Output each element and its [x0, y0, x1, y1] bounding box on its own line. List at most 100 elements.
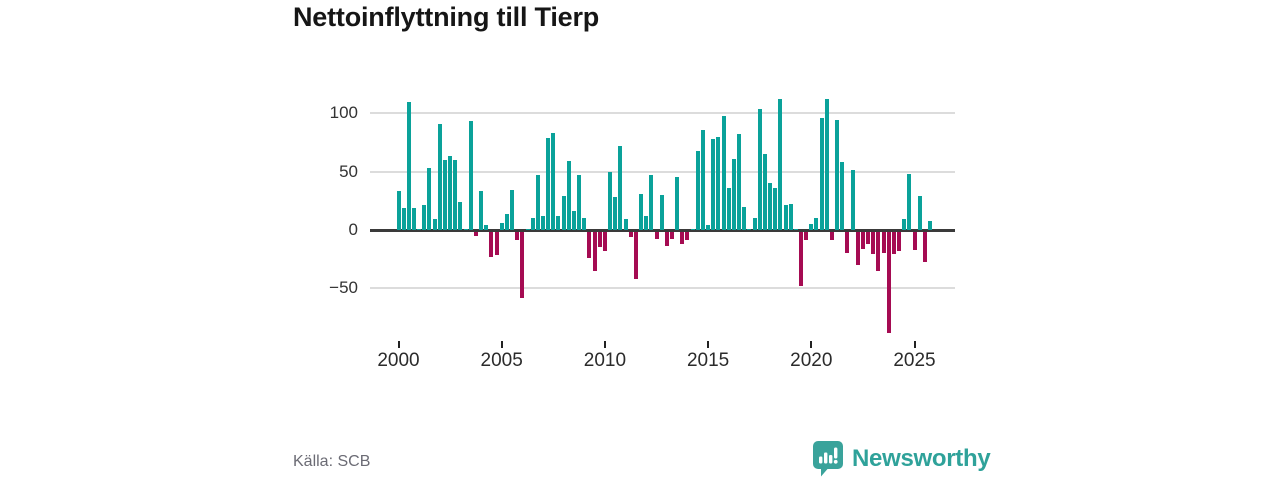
- bar: [793, 228, 798, 230]
- x-tick: [603, 341, 606, 348]
- bar: [788, 204, 793, 230]
- bar: [855, 231, 860, 266]
- bar: [582, 218, 587, 230]
- bar: [592, 231, 597, 272]
- bar: [907, 173, 912, 230]
- bar: [783, 205, 788, 230]
- bar: [881, 231, 886, 253]
- bar: [442, 159, 447, 230]
- bar: [835, 120, 840, 230]
- bar: [427, 168, 432, 230]
- gridline: [370, 112, 955, 115]
- newsworthy-logo: Newsworthy: [812, 440, 991, 477]
- bar: [716, 136, 721, 230]
- bar: [644, 215, 649, 230]
- bar: [473, 231, 478, 237]
- bar: [809, 224, 814, 230]
- bar: [417, 228, 422, 230]
- bar: [633, 231, 638, 280]
- bar: [860, 231, 865, 249]
- bar: [669, 231, 674, 239]
- source-note: Källa: SCB: [293, 453, 371, 470]
- bar: [747, 228, 752, 230]
- bar: [628, 231, 633, 238]
- x-tick-label: 2025: [893, 350, 936, 371]
- bar: [608, 171, 613, 230]
- bar: [773, 187, 778, 230]
- bar: [525, 228, 530, 230]
- bar: [778, 99, 783, 230]
- bar: [587, 231, 592, 259]
- bar: [623, 219, 628, 230]
- bar: [886, 231, 891, 333]
- bar: [866, 231, 871, 245]
- bar: [494, 231, 499, 255]
- y-tick-label: −50: [329, 278, 358, 298]
- bar: [432, 219, 437, 230]
- bar: [566, 161, 571, 230]
- bar: [721, 115, 726, 230]
- bar: [850, 170, 855, 230]
- x-tick: [913, 341, 916, 348]
- bar: [768, 183, 773, 230]
- bar: [406, 101, 411, 230]
- bar: [737, 134, 742, 230]
- bar: [437, 123, 442, 230]
- bar: [546, 137, 551, 230]
- bar: [798, 231, 803, 287]
- gridline: [370, 170, 955, 173]
- bar: [458, 201, 463, 230]
- bar: [484, 225, 489, 230]
- bar: [504, 213, 509, 230]
- bar: [571, 211, 576, 230]
- chart-title: Nettoinflyttning till Tierp: [293, 2, 600, 32]
- x-tick: [707, 341, 710, 348]
- y-tick-label: 50: [339, 161, 358, 181]
- bar: [401, 207, 406, 230]
- bar: [675, 177, 680, 230]
- bar: [561, 196, 566, 230]
- bar: [510, 190, 515, 230]
- bar: [639, 193, 644, 230]
- bar: [897, 231, 902, 252]
- bar: [463, 228, 468, 230]
- gridline: [370, 287, 955, 290]
- x-tick-label: 2020: [790, 350, 833, 371]
- x-tick: [810, 341, 813, 348]
- bar: [468, 121, 473, 230]
- bar: [840, 162, 845, 230]
- y-tick-label: 100: [329, 103, 358, 123]
- bar: [685, 231, 690, 240]
- bar: [556, 215, 561, 230]
- bar: [891, 231, 896, 254]
- bar: [726, 187, 731, 230]
- bar: [814, 218, 819, 230]
- bar: [731, 158, 736, 230]
- bar: [700, 129, 705, 230]
- bar: [695, 150, 700, 230]
- bar: [845, 231, 850, 253]
- bar: [711, 138, 716, 230]
- x-tick-label: 2000: [377, 350, 420, 371]
- bar: [752, 218, 757, 230]
- bar: [742, 206, 747, 230]
- bar: [551, 133, 556, 230]
- x-tick-label: 2005: [480, 350, 523, 371]
- bar: [618, 145, 623, 230]
- bar: [540, 215, 545, 230]
- bar: [659, 194, 664, 230]
- bar: [499, 222, 504, 230]
- bar: [819, 117, 824, 230]
- x-tick: [500, 341, 503, 348]
- bar: [912, 231, 917, 251]
- bar: [757, 108, 762, 230]
- bar: [917, 196, 922, 230]
- bar: [530, 218, 535, 230]
- bar: [453, 159, 458, 230]
- bar: [479, 191, 484, 230]
- bar: [829, 231, 834, 240]
- bar: [396, 191, 401, 230]
- bar: [664, 231, 669, 246]
- bar: [804, 231, 809, 240]
